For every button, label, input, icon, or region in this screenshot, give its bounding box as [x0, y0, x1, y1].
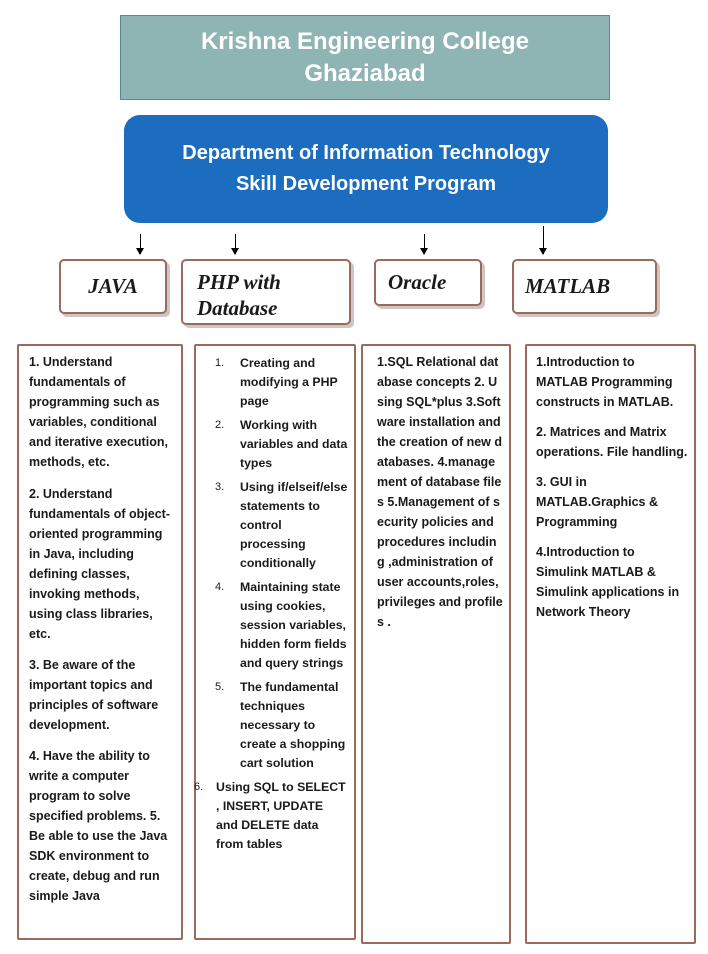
course-php-title-line1: PHP with [197, 270, 281, 294]
php-topic-list: 1. Creating and modifying a PHP page 2. Wo… [194, 354, 348, 854]
arrow-php [231, 234, 239, 255]
matlab-topic-1: 1.Introduction to MATLAB Programming con… [536, 355, 674, 409]
arrow-java [136, 234, 144, 255]
matlab-topic-3: 3. GUI in MATLAB.Graphics & Programming [536, 475, 658, 529]
course-php-box: PHP with Database [181, 259, 351, 325]
course-oracle-title: Oracle [388, 270, 447, 294]
php-topic-3: 3. Using if/elseif/else statements to con… [215, 480, 348, 570]
arrow-oracle [420, 234, 428, 255]
matlab-topic-2: 2. Matrices and Matrix operations. File … [536, 425, 688, 459]
java-topic-2: 2. Understand fundamentals of object-ori… [29, 487, 170, 641]
course-java-box: JAVA [59, 259, 167, 314]
matlab-topic-4: 4.Introduction to Simulink MATLAB & Simu… [536, 545, 680, 619]
course-php-title-line2: Database [197, 296, 278, 320]
arrow-matlab [539, 226, 547, 255]
course-matlab-title: MATLAB [525, 274, 611, 298]
college-name: Krishna Engineering College [200, 27, 530, 55]
php-topic-5: 5. The fundamental techniques necessary t… [215, 680, 346, 770]
oracle-topics-box: 1.SQL Relational database concepts 2. Us… [361, 344, 511, 944]
department-box: Department of Information Technology Ski… [124, 115, 608, 223]
php-topic-4: 4. Maintaining state using cookies, sessi… [215, 580, 347, 670]
java-topic-1: 1. Understand fundamentals of programmin… [29, 355, 168, 469]
program-name: Skill Development Program [235, 173, 497, 195]
php-topics-box: 1. Creating and modifying a PHP page 2. Wo… [194, 344, 356, 940]
course-oracle-box: Oracle [374, 259, 482, 306]
java-topics-box: 1. Understand fundamentals of programmin… [17, 344, 183, 940]
matlab-topics-box: 1.Introduction to MATLAB Programming con… [525, 344, 696, 944]
java-topic-4: 4. Have the ability to write a computer … [29, 749, 168, 903]
department-name: Department of Information Technology [182, 142, 550, 164]
college-city: Ghaziabad [304, 59, 426, 87]
college-title-box: Krishna Engineering College Ghaziabad [120, 15, 610, 100]
oracle-topics-text: 1.SQL Relational database concepts 2. Us… [377, 355, 503, 629]
php-topic-1: 1. Creating and modifying a PHP page [215, 356, 338, 408]
java-topic-3: 3. Be aware of the important topics and … [29, 658, 159, 732]
course-matlab-box: MATLAB [512, 259, 657, 314]
php-topic-2: 2. Working with variables and data types [215, 418, 348, 470]
php-topic-6: 6. Using SQL to SELECT , INSERT, UPDATE a… [194, 780, 346, 851]
course-java-title: JAVA [88, 274, 138, 298]
